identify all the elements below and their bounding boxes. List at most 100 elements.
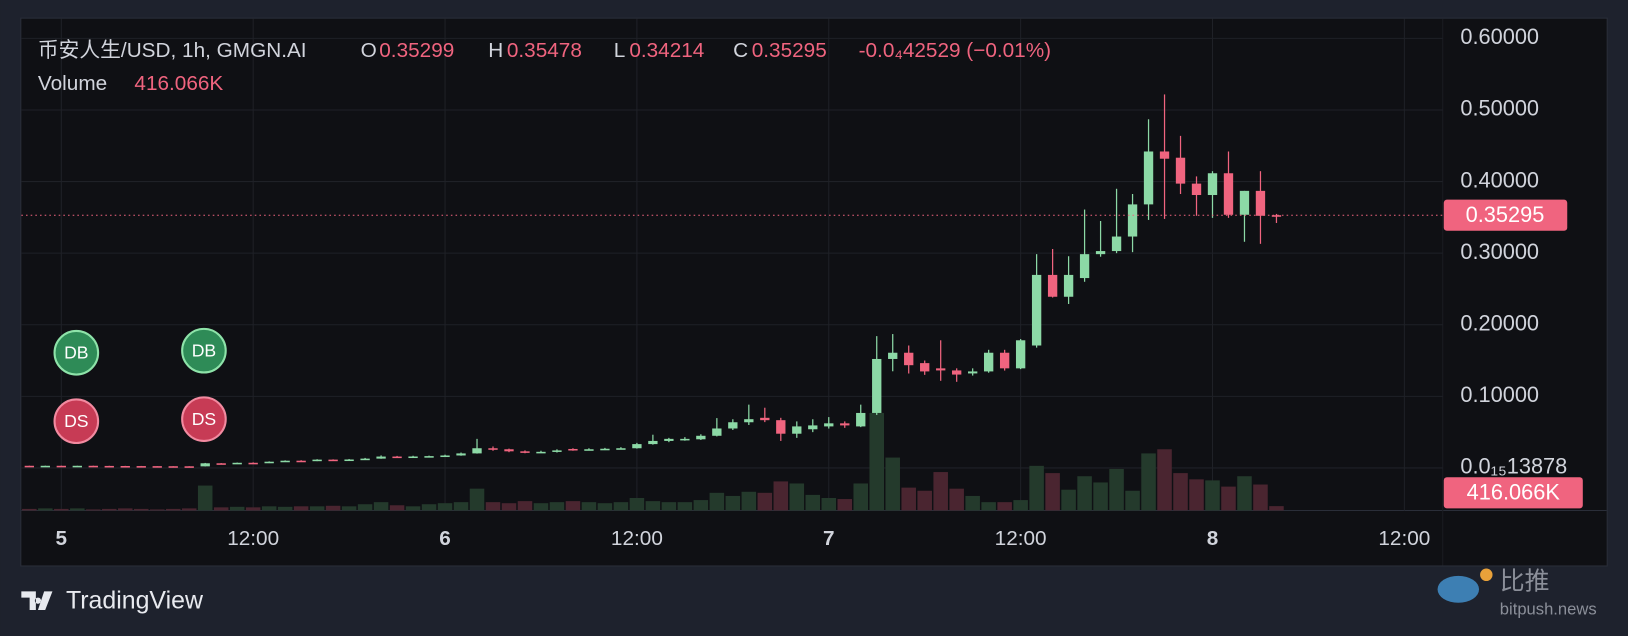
candle-body — [40, 465, 50, 468]
candle-body — [1271, 215, 1282, 217]
watermark-site: bitpush.news — [1500, 599, 1597, 618]
volume-bar — [661, 502, 677, 511]
ohlc-letter: L — [614, 39, 626, 62]
volume-bar — [933, 472, 948, 511]
volume-bar — [1077, 476, 1092, 511]
volume-bar — [821, 498, 837, 511]
volume-bar — [741, 491, 757, 511]
volume-bar — [1237, 476, 1252, 511]
axes-layer: 5 12:00 6 12:00 7 12:00 8 12:00 0.0₁₅13878 0.1000… — [21, 24, 1583, 550]
signal-label: DB — [192, 340, 216, 360]
candle-body — [808, 425, 818, 430]
candle-body — [344, 459, 354, 462]
candle-body — [824, 423, 834, 427]
candle-body — [1079, 254, 1090, 279]
volume-bar — [1221, 486, 1236, 511]
volume-bar — [277, 506, 293, 511]
volume-bar — [917, 490, 932, 511]
candle-body — [600, 448, 610, 451]
volume-bar — [357, 504, 373, 511]
volume-bar — [165, 508, 181, 511]
candle-body — [712, 428, 722, 436]
candle-body — [1143, 151, 1154, 205]
candle-body — [1047, 274, 1058, 297]
candle-body — [136, 466, 146, 468]
volume-bar — [133, 508, 149, 511]
candle-body — [983, 352, 994, 372]
volume-bar — [421, 504, 437, 511]
candle-body — [967, 371, 978, 374]
volume-bar — [645, 501, 661, 511]
candle-body — [488, 448, 498, 450]
volume-bar — [469, 488, 485, 511]
candle-body — [424, 456, 434, 458]
candle-body — [1111, 236, 1122, 252]
volume-bar — [213, 507, 229, 511]
ohlc-letter: O — [361, 39, 377, 62]
candle-body — [664, 438, 674, 441]
candle-body — [1207, 173, 1218, 196]
candle-body — [904, 352, 914, 366]
candle-body — [248, 462, 258, 465]
candle-body — [168, 466, 178, 468]
volume-bar — [949, 488, 964, 511]
x-tick-label: 8 — [1207, 527, 1219, 550]
volume-bar — [341, 506, 357, 511]
ohlc-letter: H — [488, 39, 503, 62]
volume-bar — [22, 508, 37, 511]
volume-bar — [789, 483, 805, 511]
volume-bar — [837, 499, 853, 511]
volume-bar — [1141, 453, 1156, 511]
candle-body — [1239, 190, 1250, 215]
signal-marker: DS — [181, 396, 227, 442]
volume-bar — [453, 502, 469, 511]
volume-bar — [869, 412, 884, 511]
candle-body — [392, 456, 402, 459]
candle-body — [312, 459, 322, 462]
tradingview-logo: TradingView — [21, 586, 204, 614]
candle-body — [776, 420, 786, 434]
candle-body — [408, 456, 418, 459]
candle-body — [552, 450, 562, 452]
watermark-bird — [1437, 575, 1480, 603]
candle-body — [616, 448, 626, 450]
candle-body — [440, 455, 450, 458]
candle-body — [872, 358, 882, 413]
candle-body — [104, 465, 114, 468]
candle-body — [1095, 251, 1106, 255]
candle-body — [952, 370, 962, 375]
legend-header: 币安人生/USD, 1h, GMGN.AI O 0.35299 H 0.3547… — [38, 39, 1051, 62]
signal-circle — [53, 329, 100, 376]
candle-body — [1255, 190, 1266, 216]
x-tick-label: 7 — [823, 527, 835, 550]
candle-body — [1191, 183, 1202, 196]
candle-body — [936, 368, 946, 371]
watermark: 比推 bitpush.news — [1437, 568, 1597, 618]
candle-body — [696, 435, 706, 440]
candle-body — [760, 417, 770, 421]
volume-bar — [805, 494, 821, 511]
low-value: 0.34214 — [629, 39, 704, 62]
candle-body — [999, 352, 1010, 369]
volume-bar — [1269, 506, 1284, 511]
candle-body — [520, 451, 530, 453]
volume-bar — [1173, 473, 1188, 511]
change-value: -0.0₄42529 (−0.01%) — [859, 39, 1051, 62]
candle-body — [1223, 173, 1234, 215]
candle-body — [1031, 274, 1042, 346]
signal-circle — [53, 398, 100, 445]
volume-bar — [773, 481, 789, 511]
candle-body — [536, 451, 546, 454]
volume-bar — [293, 506, 309, 511]
volume-bar — [405, 506, 421, 511]
volume-bar — [437, 503, 453, 511]
candle-body — [888, 352, 898, 359]
logo-icon — [21, 591, 53, 611]
volume-bar — [86, 509, 101, 511]
y-tick-label: 0.30000 — [1460, 239, 1539, 264]
volume-bar — [501, 503, 517, 511]
volume-bar — [1061, 489, 1076, 511]
candle-body — [744, 419, 754, 423]
volume-bar — [693, 500, 709, 511]
signal-marker: DS — [53, 398, 100, 445]
